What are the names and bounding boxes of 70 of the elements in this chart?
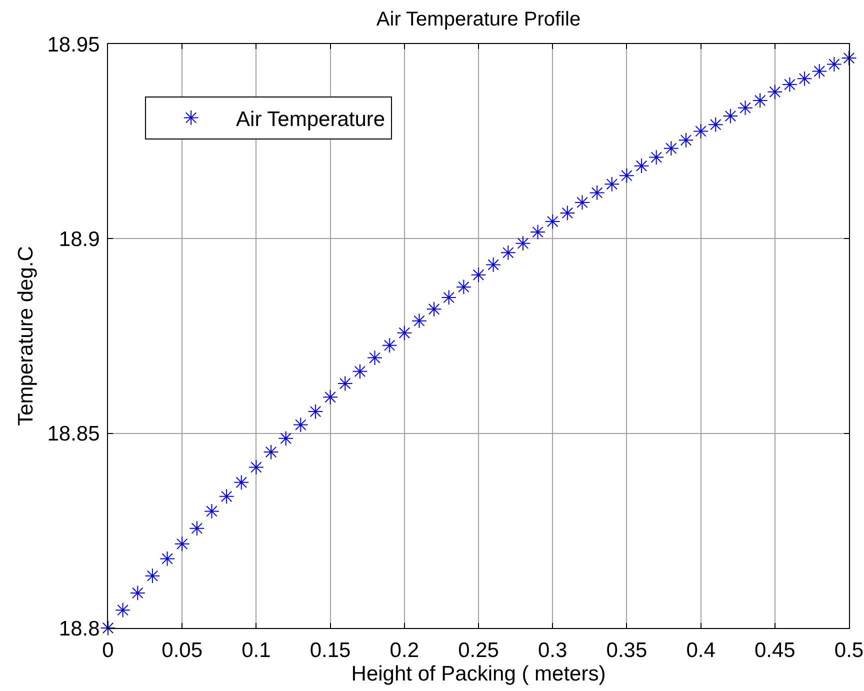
point: [634, 158, 650, 174]
legend-label: Air Temperature: [236, 108, 386, 131]
y-tick-label: 18.8: [58, 617, 100, 640]
x-tick-label: 0.45: [754, 639, 796, 662]
point: [337, 376, 353, 392]
point: [292, 417, 308, 432]
x-tick-label: 0.5: [834, 639, 864, 662]
y-tick-label: 18.85: [47, 422, 100, 446]
point: [352, 364, 368, 380]
y-tick-label: 18.9: [58, 228, 100, 252]
point: [189, 520, 205, 536]
point: [100, 620, 116, 636]
point: [160, 551, 175, 566]
point: [560, 205, 576, 221]
y-axis-title: Temperature deg.C: [14, 246, 38, 426]
x-tick-label: 0.3: [538, 639, 568, 662]
point: [589, 185, 605, 200]
point: [322, 389, 338, 405]
point: [456, 279, 472, 295]
point: [248, 460, 264, 475]
point: [486, 257, 502, 272]
point: [470, 267, 486, 283]
point: [767, 84, 783, 100]
point: [782, 76, 798, 92]
point: [812, 64, 828, 79]
point: [278, 430, 294, 446]
point: [115, 602, 131, 618]
chart-title: Air Temperature Profile: [376, 8, 581, 31]
point: [130, 585, 146, 601]
point: [515, 236, 531, 252]
point: [367, 350, 382, 366]
point: [663, 140, 679, 156]
point: [396, 325, 412, 341]
point: [263, 444, 279, 460]
point: [604, 176, 620, 192]
point: [426, 301, 442, 317]
x-tick-label: 0.25: [458, 639, 499, 662]
point: [544, 214, 560, 230]
point: [826, 56, 842, 72]
x-tick-label: 0: [102, 639, 114, 662]
point: [530, 224, 546, 240]
point: [693, 124, 708, 139]
point: [619, 168, 634, 184]
point: [708, 116, 724, 132]
point: [218, 488, 234, 504]
point: [412, 313, 427, 329]
point: [382, 338, 398, 354]
x-tick-label: 0.4: [686, 639, 716, 662]
x-tick-label: 0.15: [310, 639, 351, 662]
point: [234, 474, 250, 490]
x-tick-label: 0.2: [390, 639, 419, 662]
point: [204, 504, 220, 519]
point: [752, 92, 768, 108]
point: [308, 404, 324, 420]
point: [441, 290, 457, 306]
x-tick-label: 0.1: [242, 639, 271, 662]
point: [738, 100, 753, 116]
point: [841, 50, 857, 66]
x-tick-label: 0.05: [162, 639, 203, 662]
point: [144, 568, 160, 584]
y-tick-label: 18.95: [47, 33, 100, 56]
x-axis-title: Height of Packing ( meters): [351, 662, 606, 686]
point: [722, 108, 738, 124]
point: [796, 70, 812, 86]
point: [174, 536, 190, 552]
point: [574, 194, 590, 210]
x-tick-label: 0.35: [606, 639, 648, 662]
point: [500, 244, 516, 260]
point: [678, 132, 694, 148]
point: [648, 150, 664, 165]
